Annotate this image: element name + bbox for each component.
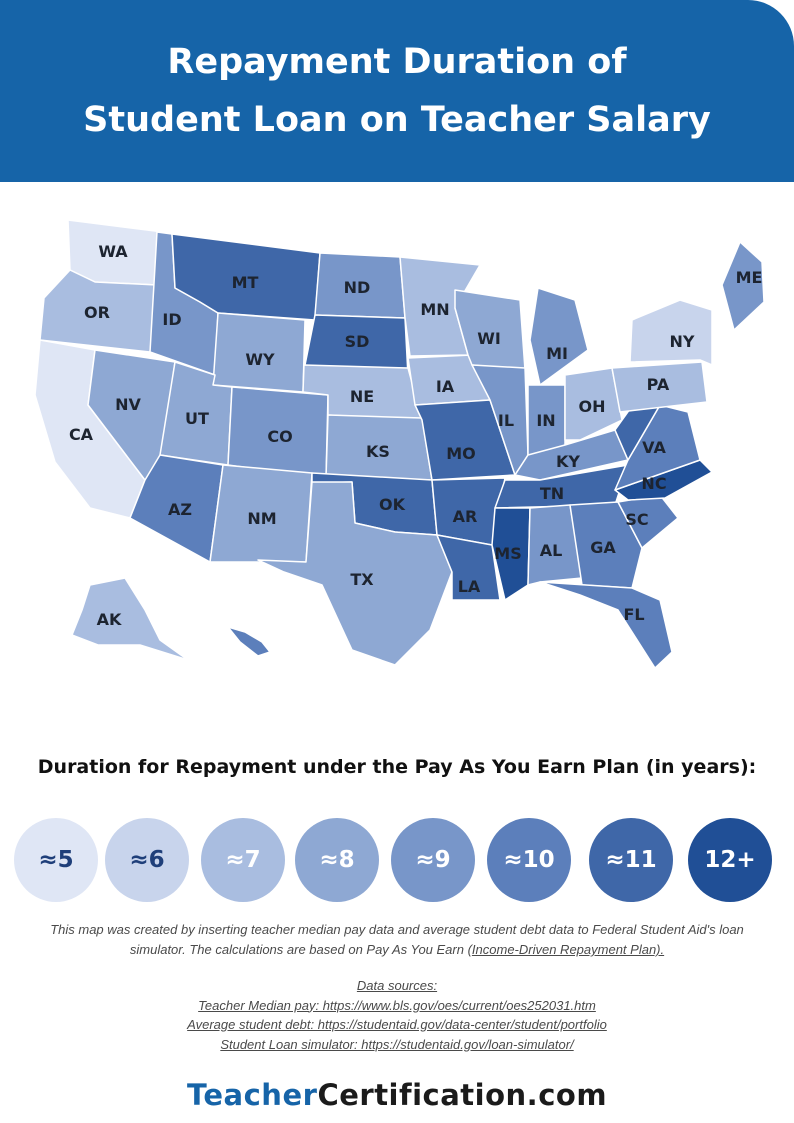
state-label-la: LA — [458, 577, 481, 596]
state-label-mn: MN — [420, 300, 449, 319]
state-label-ar: AR — [453, 507, 478, 526]
state-ga — [569, 501, 643, 589]
state-oh — [564, 367, 623, 441]
state-label-oh: OH — [579, 397, 606, 416]
legend-item-6: ≈6 — [105, 818, 189, 902]
data-sources: Data sources: Teacher Median pay: https:… — [0, 976, 794, 1054]
state-label-ky: KY — [556, 452, 580, 471]
state-label-tn: TN — [540, 484, 564, 503]
state-label-pa: PA — [647, 375, 670, 394]
state-label-nc: NC — [641, 474, 666, 493]
legend: ≈5 ≈6 ≈7 ≈8 ≈9 ≈10 ≈11 12+ — [0, 818, 794, 904]
state-label-id: ID — [162, 310, 181, 329]
legend-item-12plus: 12+ — [688, 818, 772, 902]
state-label-nv: NV — [115, 395, 141, 414]
state-label-or: OR — [84, 303, 110, 322]
state-label-sd: SD — [345, 332, 370, 351]
state-label-ga: GA — [590, 538, 616, 557]
legend-item-5: ≈5 — [14, 818, 98, 902]
legend-title: Duration for Repayment under the Pay As … — [37, 756, 757, 778]
state-ak — [71, 577, 189, 661]
state-label-ut: UT — [185, 409, 209, 428]
loan-simulator-source-link[interactable]: Student Loan simulator: https://studenta… — [220, 1036, 574, 1052]
state-label-tx: TX — [350, 570, 374, 589]
median-pay-source-link[interactable]: Teacher Median pay: https://www.bls.gov/… — [198, 997, 596, 1013]
method-note-line-1: This map was created by inserting teache… — [50, 922, 744, 937]
state-label-ca: CA — [69, 425, 94, 444]
legend-item-7: ≈7 — [201, 818, 285, 902]
state-label-va: VA — [642, 438, 666, 457]
brand-part-certification: Certification.com — [317, 1078, 608, 1112]
student-debt-source-link[interactable]: Average student debt: https://studentaid… — [187, 1017, 607, 1032]
brand-logo: TeacherCertification.com — [0, 1078, 794, 1112]
us-map-svg: WA OR CA NV ID MT WY UT AZ CO NM ND SD NE KS OK TX MN IA MO… — [34, 219, 765, 669]
legend-item-11: ≈11 — [589, 818, 673, 902]
state-label-il: IL — [498, 411, 514, 430]
state-me — [721, 241, 765, 331]
state-mo — [414, 399, 516, 481]
state-label-ia: IA — [436, 377, 455, 396]
state-label-mt: MT — [232, 273, 259, 292]
state-label-wa: WA — [98, 242, 128, 261]
state-label-ok: OK — [379, 495, 406, 514]
idr-plan-link[interactable]: Income-Driven Repayment Plan). — [471, 942, 665, 957]
legend-item-10: ≈10 — [487, 818, 571, 902]
state-al — [527, 504, 583, 586]
state-label-ms: MS — [494, 544, 521, 563]
state-label-nd: ND — [344, 278, 371, 297]
data-sources-heading: Data sources: — [356, 978, 438, 993]
state-label-ak: AK — [97, 610, 122, 629]
state-fl — [539, 581, 673, 669]
state-label-sc: SC — [625, 510, 648, 529]
header-banner: Repayment Duration of Student Loan on Te… — [0, 0, 794, 182]
state-la — [436, 534, 501, 601]
state-label-wy: WY — [245, 350, 275, 369]
page-title-line-2: Student Loan on Teacher Salary — [83, 100, 711, 140]
state-label-al: AL — [540, 541, 563, 560]
brand-part-teacher: Teacher — [186, 1078, 318, 1112]
us-map: WA OR CA NV ID MT WY UT AZ CO NM ND SD NE KS OK TX MN IA MO… — [0, 190, 794, 710]
state-ms — [491, 507, 531, 601]
state-pa — [611, 361, 708, 413]
legend-title-text: Duration for Repayment under the Pay As … — [37, 756, 749, 778]
legend-item-8: ≈8 — [295, 818, 379, 902]
state-label-nm: NM — [247, 509, 276, 528]
state-az — [129, 454, 224, 563]
state-label-ne: NE — [350, 387, 374, 406]
state-label-mi: MI — [546, 344, 568, 363]
method-note-line-2: simulator. The calculations are based on… — [14, 940, 780, 960]
state-tx — [257, 481, 453, 666]
state-label-co: CO — [267, 427, 292, 446]
state-mi — [529, 287, 589, 386]
state-label-ny: NY — [670, 332, 695, 351]
method-note: This map was created by inserting teache… — [14, 920, 780, 960]
state-ny — [629, 299, 713, 366]
state-label-mo: MO — [446, 444, 476, 463]
state-label-wi: WI — [477, 329, 501, 348]
state-label-in: IN — [536, 411, 555, 430]
state-label-ks: KS — [366, 442, 390, 461]
legend-item-9: ≈9 — [391, 818, 475, 902]
state-label-me: ME — [736, 268, 763, 287]
page-title-line-1: Repayment Duration of — [167, 42, 627, 82]
state-label-fl: FL — [623, 605, 644, 624]
state-label-az: AZ — [168, 500, 192, 519]
state-hi — [227, 626, 271, 657]
method-note-prefix: simulator. The calculations are based on… — [129, 942, 472, 957]
